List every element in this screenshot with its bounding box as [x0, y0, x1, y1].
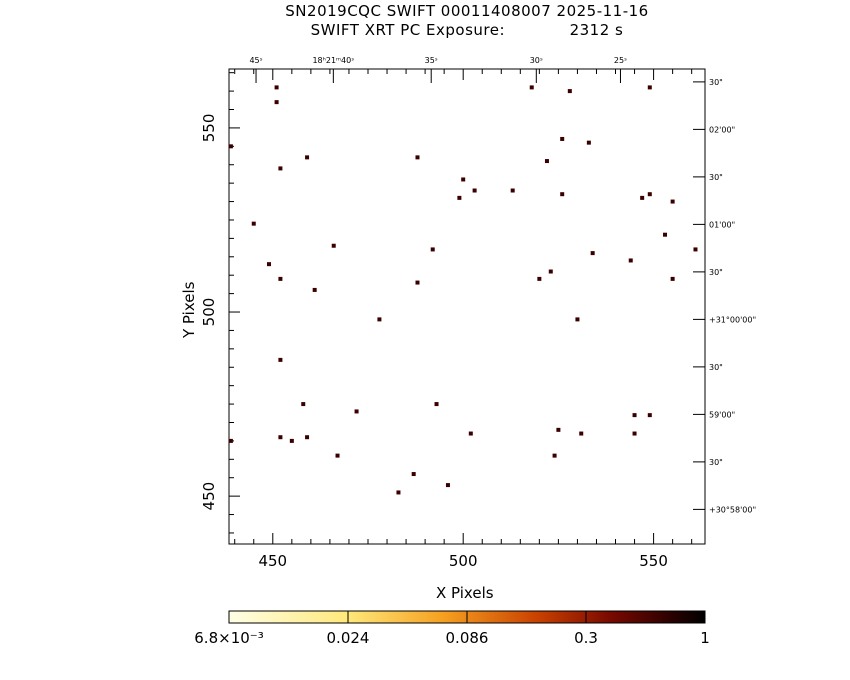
event-point — [670, 276, 675, 281]
y-tick-label: 450 — [200, 482, 218, 511]
event-point — [354, 409, 359, 414]
event-point — [590, 251, 595, 256]
event-point — [529, 85, 534, 90]
event-point — [544, 159, 549, 164]
subtitle-exposure-value: 2312 s — [569, 21, 624, 39]
event-point — [331, 243, 336, 248]
x-tick-label: 450 — [258, 552, 287, 570]
ra-tick-label: 30ˢ — [530, 56, 543, 65]
event-point — [228, 144, 233, 149]
event-point — [415, 280, 420, 285]
y-axis-label: Y Pixels — [180, 281, 198, 338]
colorbar-tick-label: 0.3 — [574, 629, 598, 647]
event-point — [434, 402, 439, 407]
plot-marks: 450 500 550 450 500 550 45ˢ 18ʰ21ᵐ40ˢ 35ˢ 30ˢ 25ˢ 3… — [200, 56, 756, 570]
event-point — [274, 100, 279, 105]
event-point — [647, 413, 652, 418]
event-point — [278, 357, 283, 362]
event-point — [548, 269, 553, 274]
event-point — [537, 276, 542, 281]
dec-tick-label: 02'00" — [709, 125, 735, 134]
event-point — [266, 262, 271, 267]
dec-tick-label: 59'00" — [709, 410, 735, 419]
event-point — [579, 431, 584, 436]
event-point — [647, 192, 652, 197]
event-point — [567, 89, 572, 94]
x-tick-label: 550 — [639, 552, 668, 570]
ra-tick-label: 18ʰ21ᵐ40ˢ — [312, 56, 354, 65]
subtitle-exposure-label: SWIFT XRT PC Exposure: — [310, 21, 506, 39]
event-point — [301, 402, 306, 407]
event-point — [305, 435, 310, 440]
event-point — [411, 472, 416, 477]
event-point — [670, 199, 675, 204]
event-point — [560, 136, 565, 141]
event-point — [586, 140, 591, 145]
event-point — [468, 431, 473, 436]
event-point — [278, 166, 283, 171]
event-point — [461, 177, 466, 182]
event-point — [647, 85, 652, 90]
event-point — [628, 258, 633, 263]
ra-tick-label: 45ˢ — [249, 56, 262, 65]
event-point — [430, 247, 435, 252]
event-point — [415, 155, 420, 160]
dec-tick-label: 30" — [709, 268, 723, 277]
y-tick-label: 500 — [200, 298, 218, 327]
event-point — [228, 438, 233, 443]
event-point — [278, 276, 283, 281]
event-point — [663, 232, 668, 237]
dec-tick-label: 30" — [709, 173, 723, 182]
colorbar-tick-label: 0.086 — [446, 629, 489, 647]
event-point — [278, 435, 283, 440]
event-point — [457, 195, 462, 200]
event-point — [472, 188, 477, 193]
event-point — [335, 453, 340, 458]
event-point — [289, 438, 294, 443]
ra-tick-label: 35ˢ — [425, 56, 438, 65]
event-point — [556, 427, 561, 432]
dec-tick-label: 01'00" — [709, 220, 735, 229]
event-point — [510, 188, 515, 193]
dec-tick-label: 30" — [709, 363, 723, 372]
event-point — [274, 85, 279, 90]
y-tick-label: 550 — [200, 114, 218, 143]
chart-title: SN2019CQC SWIFT 00011408007 2025-11-16 — [285, 2, 649, 20]
dec-tick-label: 30" — [709, 458, 723, 467]
event-point — [445, 483, 450, 488]
colorbar-tick-label: 0.024 — [327, 629, 370, 647]
x-tick-label: 500 — [449, 552, 478, 570]
plot-frame — [228, 68, 706, 545]
event-point — [552, 453, 557, 458]
x-axis-label: X Pixels — [436, 584, 494, 602]
dec-tick-label: +31°00'00" — [709, 315, 756, 324]
colorbar-tick-label: 1 — [700, 629, 710, 647]
event-point — [251, 221, 256, 226]
event-point — [305, 155, 310, 160]
dec-tick-label: 30" — [709, 78, 723, 87]
dec-tick-label: +30°58'00" — [709, 505, 756, 514]
event-point — [312, 287, 317, 292]
ra-tick-label: 25ˢ — [614, 56, 627, 65]
event-point — [396, 490, 401, 495]
colorbar: 6.8×10⁻³ 0.024 0.086 0.3 1 — [194, 610, 710, 647]
event-point — [632, 431, 637, 436]
chart-subtitle: SWIFT XRT PC Exposure: 2312 s — [47, 21, 850, 39]
event-point — [575, 317, 580, 322]
event-point — [693, 247, 698, 252]
event-point — [560, 192, 565, 197]
event-point — [632, 413, 637, 418]
colorbar-tick-label: 6.8×10⁻³ — [194, 629, 263, 647]
event-point — [640, 195, 645, 200]
event-point — [377, 317, 382, 322]
